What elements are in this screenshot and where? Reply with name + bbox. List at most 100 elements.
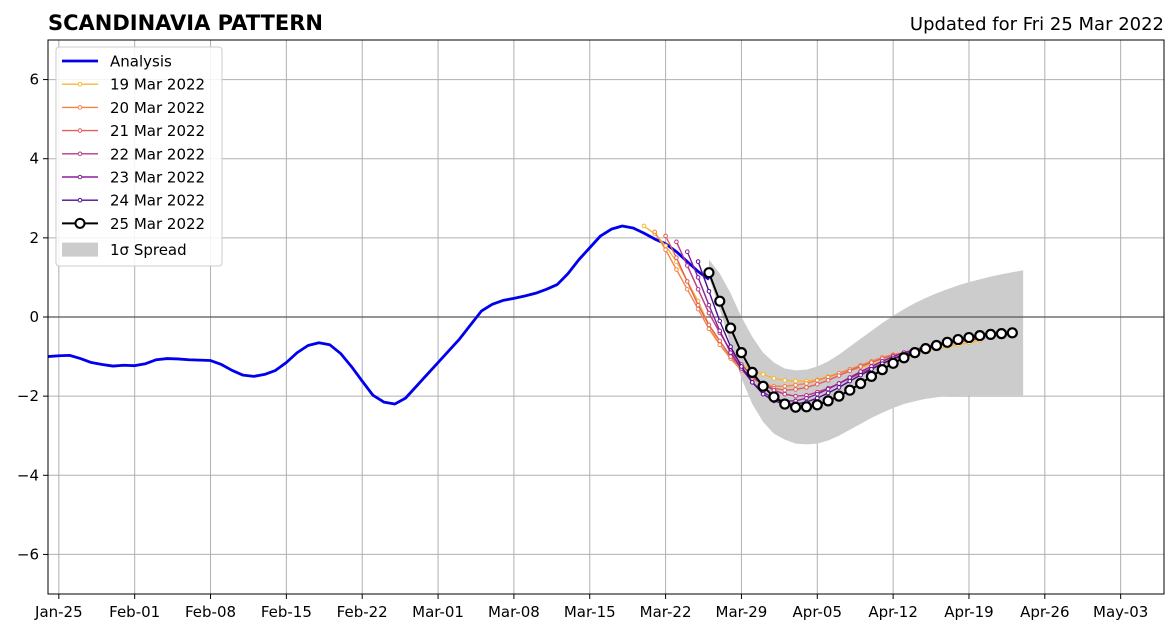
- forecast-point: [674, 239, 679, 245]
- legend-entry: 1σ Spread: [62, 241, 187, 259]
- legend-marker: [77, 174, 83, 180]
- forecast-point: [793, 387, 798, 392]
- legend-label: Analysis: [110, 53, 172, 71]
- forecast-point: [869, 366, 874, 372]
- forecast-point: [674, 255, 679, 260]
- forecast-point: [814, 391, 820, 397]
- forecast-point: [963, 331, 975, 344]
- forecast-point: [695, 302, 701, 308]
- forecast-point: [684, 263, 690, 268]
- forecast-point: [782, 378, 788, 383]
- legend-box: [55, 46, 223, 267]
- forecast-point: [749, 379, 755, 385]
- forecast-point: [714, 295, 726, 307]
- forecast-point: [757, 380, 769, 392]
- forecast-point: [941, 336, 953, 348]
- forecast-point: [814, 378, 820, 383]
- legend-entry: 24 Mar 2022: [62, 192, 205, 210]
- forecast-point: [804, 381, 809, 386]
- forecast-point: [706, 302, 712, 308]
- legend-label: 21 Mar 2022: [110, 122, 205, 140]
- forecast-point: [858, 364, 863, 369]
- legend-label: 19 Mar 2022: [110, 76, 205, 94]
- x-tick-label: Jan-25: [34, 603, 83, 621]
- forecast-point: [847, 368, 853, 374]
- forecast-point: [952, 333, 964, 346]
- legend-marker: [77, 197, 83, 203]
- analysis-series: [47, 224, 710, 406]
- forecast-point: [847, 378, 853, 384]
- forecast-point: [706, 322, 712, 328]
- forecast-point: [793, 378, 798, 384]
- forecast-point: [790, 401, 802, 413]
- forecast-point: [782, 387, 788, 393]
- x-tick-label: Feb-01: [109, 603, 160, 621]
- x-tick-label: Mar-08: [488, 603, 540, 621]
- legend-swatch: [62, 242, 98, 257]
- forecast-point: [836, 385, 842, 390]
- x-tick-label: Apr-12: [868, 603, 918, 621]
- x-tick-label: Mar-29: [716, 603, 768, 621]
- forecast-point: [728, 344, 733, 349]
- forecast-point: [887, 357, 899, 369]
- forecast-point: [717, 338, 723, 344]
- forecast-point: [920, 343, 932, 355]
- x-tick-label: Apr-19: [944, 603, 994, 621]
- y-tick-label: 2: [29, 229, 39, 247]
- forecast-point: [674, 267, 679, 272]
- legend-label: 25 Mar 2022: [110, 215, 205, 233]
- forecast-point: [725, 322, 737, 334]
- forecast-25-mar-2022: [703, 267, 1018, 413]
- forecast-point: [728, 350, 733, 355]
- legend-marker: [77, 81, 83, 87]
- forecast-point: [804, 395, 809, 401]
- forecast-point: [1006, 327, 1018, 339]
- legend-marker: [77, 105, 83, 110]
- forecast-point: [760, 391, 766, 397]
- y-tick-label: −2: [17, 387, 39, 405]
- y-tick-label: 6: [29, 71, 39, 89]
- forecast-point: [735, 347, 748, 359]
- legend-entry: 19 Mar 2022: [62, 76, 205, 94]
- legend-entry: 22 Mar 2022: [62, 145, 205, 163]
- forecast-point: [985, 328, 997, 341]
- x-tick-label: Mar-22: [640, 603, 692, 621]
- forecast-point: [898, 352, 910, 364]
- forecast-point: [847, 375, 853, 380]
- spread-band: [708, 259, 1024, 445]
- forecast-point: [844, 384, 856, 396]
- y-axis: −6 −4 −2 0 2 4 6: [17, 71, 48, 563]
- forecast-point: [782, 391, 788, 397]
- forecast-series: [641, 223, 1018, 413]
- forecast-point: [814, 381, 820, 387]
- forecast-point: [793, 393, 798, 399]
- x-tick-label: Apr-26: [1020, 603, 1070, 621]
- forecast-point: [663, 247, 668, 253]
- forecast-point: [663, 233, 668, 239]
- x-tick-label: Mar-01: [412, 603, 464, 621]
- analysis-line: [47, 224, 710, 406]
- x-tick-label: Mar-15: [564, 603, 616, 621]
- forecast-point: [739, 364, 744, 369]
- legend-entry: 23 Mar 2022: [62, 169, 205, 187]
- legend-marker: [77, 151, 83, 157]
- forecast-point: [779, 398, 791, 410]
- legend-label: 1σ Spread: [110, 241, 187, 259]
- forecast-point: [717, 328, 723, 334]
- forecast-point: [825, 378, 831, 383]
- forecast-point: [684, 249, 690, 255]
- y-tick-label: −4: [17, 466, 39, 484]
- x-tick-label: Feb-15: [261, 603, 312, 621]
- forecast-point: [703, 267, 715, 279]
- forecast-point: [684, 279, 690, 284]
- x-tick-label: Feb-08: [185, 603, 236, 621]
- forecast-point: [833, 390, 845, 402]
- forecast-point: [804, 385, 809, 390]
- forecast-point: [706, 288, 712, 294]
- forecast-point: [717, 318, 723, 324]
- forecast-point: [652, 229, 658, 235]
- legend-label: 20 Mar 2022: [110, 99, 205, 117]
- y-tick-label: 4: [29, 150, 39, 168]
- x-axis: Jan-25 Feb-01 Feb-08 Feb-15 Feb-22 Mar-01 Mar-…: [34, 594, 1148, 621]
